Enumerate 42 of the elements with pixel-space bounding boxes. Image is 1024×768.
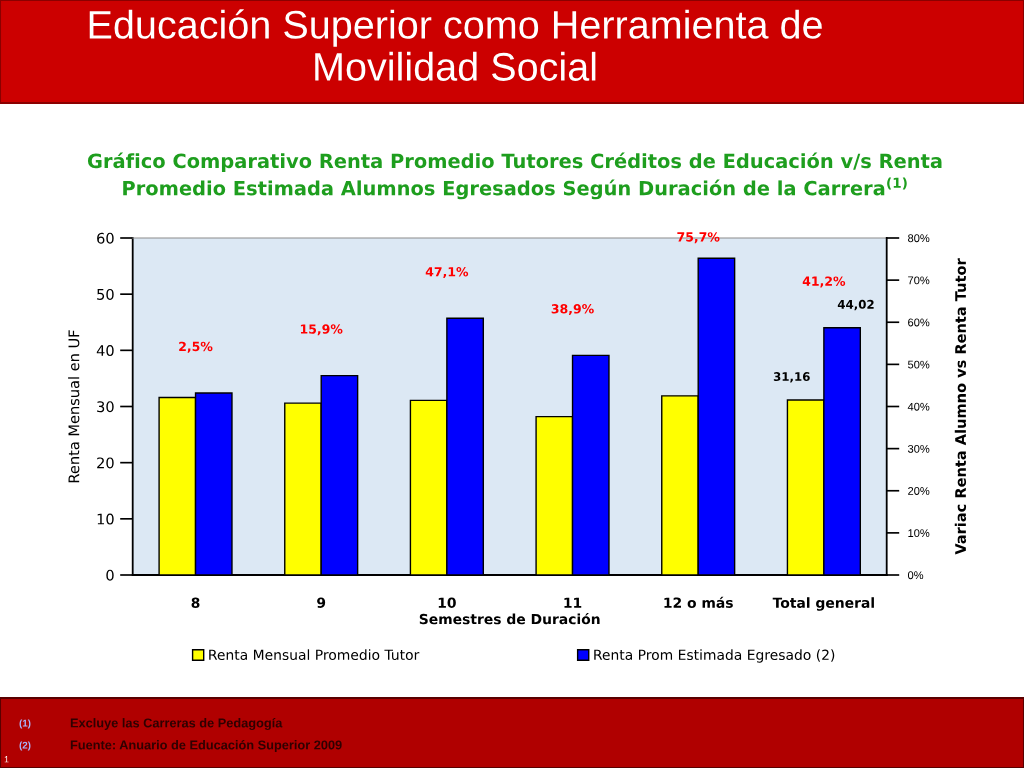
annotation: 38,9% — [551, 304, 594, 316]
annotation: 15,9% — [300, 324, 343, 336]
x-tick-label: 12 o más — [664, 596, 733, 608]
y-tick-label: 40 — [96, 345, 114, 357]
text: Excluye las Carreras de Pedagogía — [70, 717, 283, 731]
text: (1) — [19, 719, 31, 729]
legend-label: Renta Mensual Promedio Tutor — [209, 649, 420, 661]
text: 1 — [4, 756, 9, 763]
legend-label: Renta Prom Estimada Egresado (2) — [594, 649, 835, 663]
y-tick-label: 30 — [97, 401, 114, 413]
y2-tick-label: 50% — [907, 360, 930, 369]
y-tick-label: 60 — [97, 232, 114, 244]
y-tick-label: 10 — [97, 513, 114, 525]
x-axis-title: Semestres de Duración — [419, 612, 600, 625]
y2-tick-label: 30% — [907, 444, 930, 453]
x-tick-label: 10 — [438, 597, 456, 608]
chart-subtitle: Gráfico Comparativo Renta Promedio Tutores Créditos de Educación v/s Renta Promedio Estimada Alumnos Egresados Según Duración de la Carrera$^{(1)}$ — [87, 152, 942, 200]
y2-tick-label: 80% — [908, 234, 930, 243]
annotation: 75,7% — [677, 232, 720, 244]
y2-tick-label: 70% — [908, 276, 930, 285]
x-tick-label: 9 — [317, 597, 326, 608]
source-note: Fuente: Anuario de Educación Superior 2009 — [70, 739, 342, 753]
annotation: 2,5% — [179, 341, 213, 353]
y2-tick-label: 10% — [908, 529, 930, 538]
x-tick-label: 8 — [191, 597, 200, 608]
y2-tick-label: 40% — [907, 402, 930, 411]
annotation: 41,2% — [802, 276, 846, 288]
y-tick-label: 50 — [97, 288, 114, 300]
y-tick-label: 20 — [97, 457, 114, 469]
x-tick-label: Total general — [772, 597, 874, 611]
y2-tick-label: 0% — [907, 571, 924, 580]
data-label: 44,02 — [837, 299, 874, 311]
annotation: 47,1% — [425, 267, 469, 279]
y2-tick-label: 20% — [908, 487, 930, 495]
data-label: 31,16 — [773, 372, 810, 383]
text: (2) — [19, 741, 31, 751]
chart-title: Educación Superior como Herramienta de Movilidad Social — [89, 9, 822, 81]
y2-axis-title: Variac Renta Alumno vs Renta Tutor — [954, 258, 967, 555]
x-tick-label: 11 — [564, 597, 582, 608]
y-tick-label: 0 — [106, 569, 114, 581]
y2-tick-label: 60% — [908, 318, 930, 327]
y-axis-title: Renta Mensual en UF — [68, 330, 80, 483]
